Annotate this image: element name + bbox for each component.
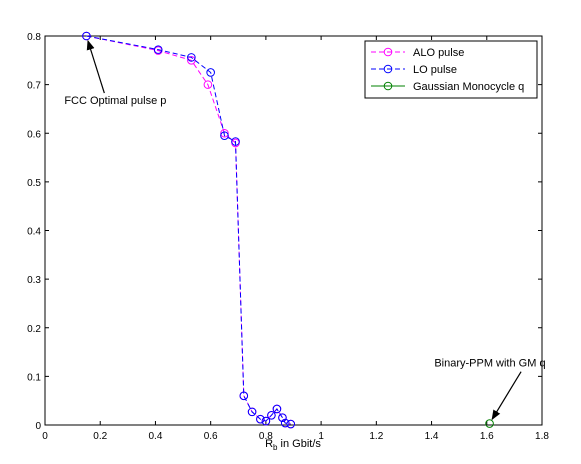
x-tick-label: 1.4	[425, 431, 439, 442]
data-point-alo-pulse	[203, 80, 213, 89]
data-point-lo-pulse	[187, 53, 196, 62]
legend-marker	[383, 64, 393, 74]
legend-label: Gaussian Monocycle q	[413, 81, 524, 93]
annotations: FCC Optimal pulse p Binary-PPM with GM q	[64, 39, 546, 421]
data-point-lo-pulse	[272, 404, 282, 414]
data-point-lo-pulse	[206, 68, 215, 77]
x-tick-label: 1.2	[369, 431, 383, 442]
y-tick-label: 0.3	[27, 275, 41, 286]
data-point-lo-pulse	[247, 407, 257, 417]
data-point-lo-pulse	[267, 410, 276, 420]
legend-box	[364, 40, 538, 99]
y-tick-label: 0.7	[27, 81, 41, 92]
x-tick-label: 0	[42, 431, 48, 442]
plot-area	[44, 35, 543, 426]
data-point-alo-pulse	[220, 128, 229, 138]
series-line-lo-pulse	[86, 35, 291, 425]
annotation-text: FCC Optimal pulse p	[64, 95, 166, 107]
data-point-lo-pulse	[82, 31, 91, 41]
y-tick-label: 0.5	[27, 178, 41, 189]
data-point-alo-pulse	[187, 56, 196, 65]
x-tick-label: 0.6	[204, 431, 218, 442]
annotation-arrow	[491, 371, 522, 421]
x-tick-label: 0.8	[259, 431, 273, 442]
y-tick-label: 0.4	[27, 227, 41, 238]
x-axis-label-rest: in Gbit/s	[278, 438, 322, 450]
data-point-lo-pulse	[256, 414, 265, 424]
x-axis-label-main: R	[265, 438, 273, 450]
x-tick-label: 1	[318, 431, 324, 442]
legend-marker	[383, 81, 393, 91]
data-point-lo-pulse	[231, 137, 240, 146]
data-point-lo-pulse	[153, 45, 163, 54]
x-tick-label: 1.8	[535, 431, 549, 442]
data-point-lo-pulse	[286, 419, 296, 429]
axis-ticks: 0 0.2 0.4 0.6 0.8 1 1.2 1.4 1.6 1.8 0 0.1 0.2 0.3 0.4 0…	[27, 32, 549, 442]
y-tick-label: 0.1	[27, 372, 41, 383]
x-axis-label-subscript: b	[273, 443, 278, 452]
x-tick-label: 0.4	[148, 431, 162, 442]
y-tick-label: 0.6	[27, 129, 41, 140]
x-axis-label: Rb in Gbit/s	[265, 438, 321, 452]
data-point-lo-pulse	[220, 131, 229, 140]
series-layer	[82, 31, 494, 429]
legend-label: ALO pulse	[413, 47, 464, 59]
data-point-lo-pulse	[239, 391, 249, 401]
data-point-lo-pulse	[261, 416, 271, 426]
x-tick-label: 1.6	[480, 431, 494, 442]
data-point-gaussian-monocycle-q	[485, 419, 494, 428]
legend-label: LO pulse	[413, 64, 457, 76]
y-tick-label: 0	[35, 421, 41, 432]
data-point-lo-pulse	[280, 418, 290, 428]
legend-marker	[383, 47, 393, 57]
annotation-arrow	[86, 39, 105, 94]
x-tick-label: 0.2	[93, 431, 107, 442]
legend: ALO pulse LO pulse Gaussian Monocycle q	[364, 40, 538, 99]
y-tick-label: 0.2	[27, 324, 41, 335]
y-tick-label: 0.8	[27, 32, 41, 43]
data-point-lo-pulse	[278, 413, 287, 423]
annotation-text: Binary-PPM with GM q	[434, 358, 545, 370]
